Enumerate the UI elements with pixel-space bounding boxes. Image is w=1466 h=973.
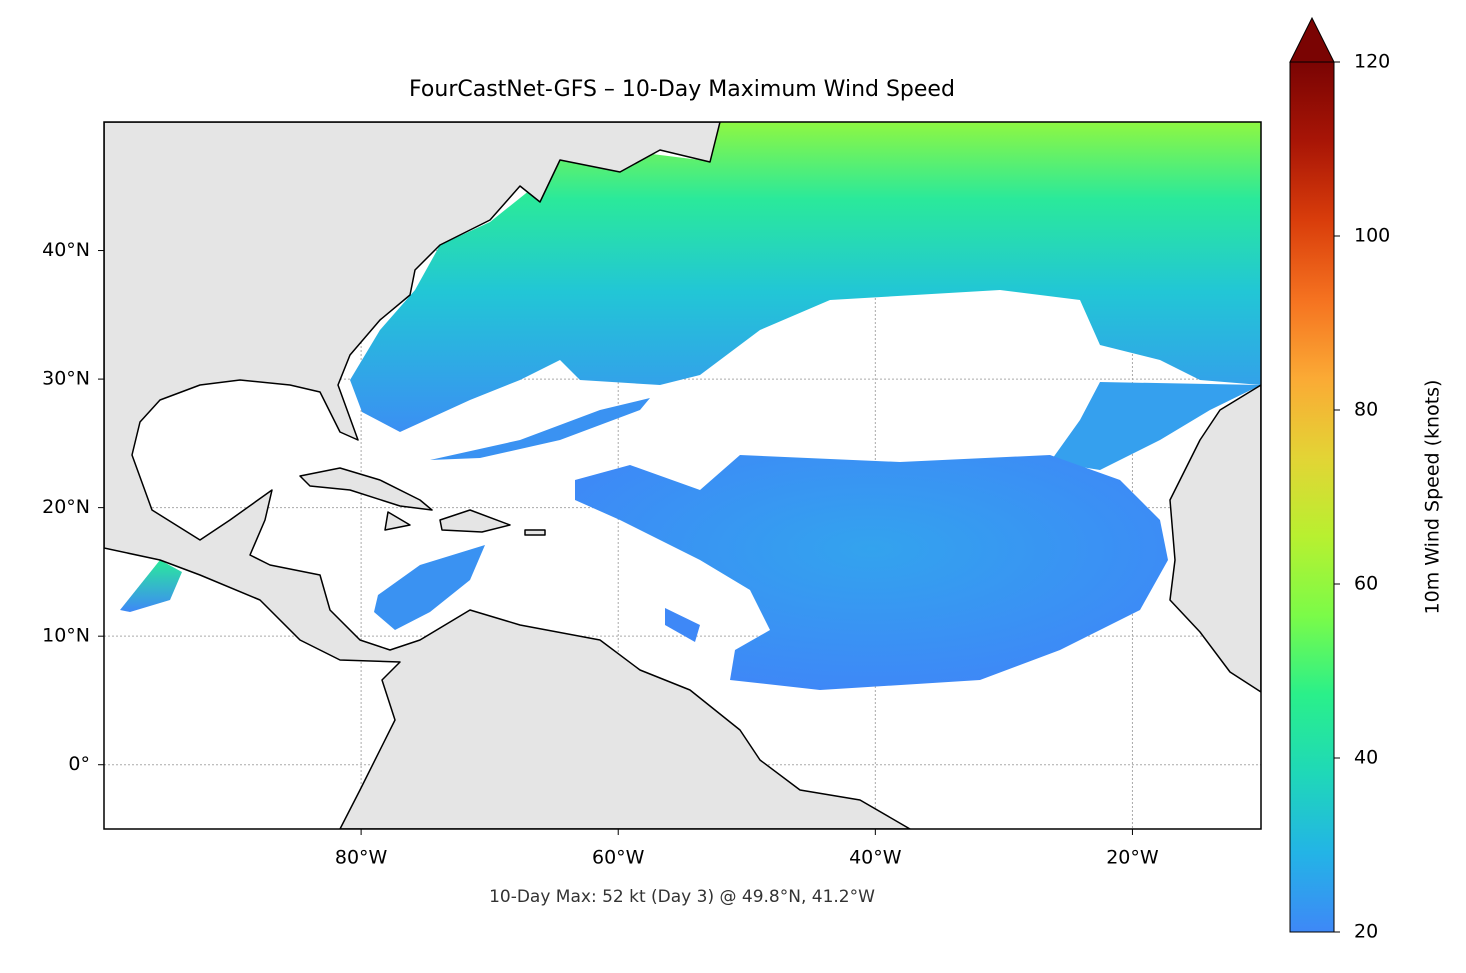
island	[299, 467, 433, 511]
x-tick-label: 20°W	[1106, 847, 1159, 869]
island	[524, 529, 546, 536]
map-frame	[103, 121, 1262, 830]
colorbar-tick-label: 20	[1354, 921, 1378, 943]
wind-field	[374, 545, 485, 630]
x-tick-label: 40°W	[849, 847, 902, 869]
annotation: 10-Day Max: 52 kt (Day 3) @ 49.8°N, 41.2…	[489, 887, 875, 907]
colorbar	[1289, 61, 1335, 933]
colorbar-tick-label: 100	[1354, 225, 1390, 247]
wind-field	[430, 398, 650, 460]
colorbar-tick-label: 60	[1354, 573, 1378, 595]
colorbar-label: 10m Wind Speed (knots)	[1422, 380, 1444, 615]
y-tick-label: 20°N	[42, 496, 90, 518]
land	[1169, 384, 1261, 693]
y-tick-label: 40°N	[42, 239, 90, 261]
land	[104, 122, 911, 829]
y-tick-label: 30°N	[42, 368, 90, 390]
wind-field	[120, 560, 182, 612]
colorbar-tick-label: 40	[1354, 747, 1378, 769]
wind-field	[1050, 382, 1261, 470]
x-tick-label: 80°W	[335, 847, 388, 869]
wind-field	[350, 122, 1261, 432]
y-tick-label: 10°N	[42, 625, 90, 647]
y-tick-label: 0°	[68, 753, 90, 775]
island	[439, 509, 511, 533]
colorbar-tick-label: 80	[1354, 399, 1378, 421]
wind-field	[665, 608, 700, 642]
colorbar-extension	[1289, 16, 1335, 63]
x-tick-label: 60°W	[592, 847, 645, 869]
map	[104, 122, 1261, 829]
chart-title: FourCastNet-GFS – 10-Day Maximum Wind Sp…	[409, 77, 955, 102]
island	[384, 511, 411, 531]
wind-field	[575, 455, 1168, 690]
colorbar-tick-label: 120	[1354, 51, 1390, 73]
